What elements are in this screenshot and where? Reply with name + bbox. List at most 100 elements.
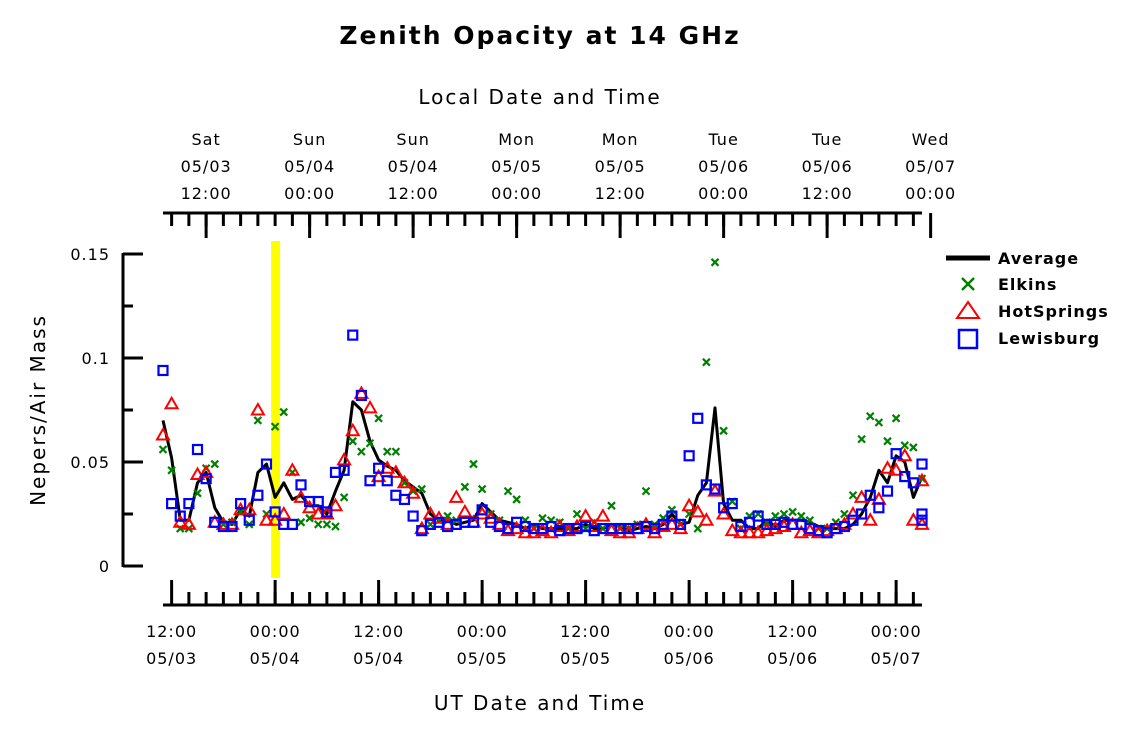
point-elkins [710, 258, 720, 267]
point-lewisburg [916, 514, 928, 526]
point-lewisburg [873, 502, 885, 514]
legend-hotsprings-swatch [955, 300, 981, 319]
point-lewisburg [269, 506, 281, 518]
point-lewisburg [743, 516, 756, 528]
bottom-tick-time: 00:00 [871, 622, 922, 641]
point-elkins [788, 507, 797, 517]
point-lewisburg [373, 462, 385, 474]
point-lewisburg [260, 458, 273, 470]
bottom-tick-time: 12:00 [146, 622, 197, 641]
point-hotsprings [750, 524, 766, 539]
point-elkins [891, 414, 901, 423]
event-marker [271, 241, 281, 578]
point-elkins [253, 416, 263, 425]
bottom-axis: 12:00 05/03 00:00 05/04 12:00 05/04 00:00 05/05… [146, 580, 922, 668]
point-elkins [572, 509, 582, 519]
legend-hotsprings-label: HotSprings [998, 302, 1109, 321]
point-hotsprings [215, 516, 232, 530]
point-hotsprings [155, 426, 171, 441]
point-hotsprings [879, 460, 896, 474]
point-elkins [296, 518, 306, 527]
point-elkins [538, 513, 547, 523]
point-lewisburg [200, 473, 212, 485]
point-elkins [408, 486, 418, 496]
point-lewisburg [321, 506, 333, 518]
series-layer [155, 258, 930, 539]
top-tick-time: 00:00 [284, 184, 335, 203]
point-lewisburg [657, 518, 669, 531]
bottom-tick-date: 05/04 [250, 649, 301, 668]
point-lewisburg [286, 518, 298, 531]
point-hotsprings [448, 489, 465, 503]
point-hotsprings [638, 516, 654, 530]
point-lewisburg [752, 510, 764, 522]
bottom-tick-date: 05/06 [767, 649, 818, 668]
point-lewisburg [398, 493, 411, 506]
point-lewisburg [476, 504, 488, 516]
point-elkins [503, 486, 513, 496]
bottom-tick-date: 05/03 [146, 649, 197, 668]
point-lewisburg [864, 489, 876, 501]
top-tick-date: 05/06 [802, 157, 853, 176]
point-lewisburg [838, 520, 850, 533]
point-hotsprings [388, 464, 404, 478]
point-hotsprings [163, 395, 180, 410]
point-hotsprings [500, 522, 516, 537]
point-elkins [270, 422, 280, 431]
point-lewisburg [899, 470, 911, 483]
top-tick-day: Sun [293, 130, 326, 149]
legend: Average Elkins HotSprings Lewisburg [946, 249, 1109, 350]
point-elkins [512, 495, 521, 504]
bottom-tick-date: 05/06 [664, 649, 715, 668]
point-hotsprings [491, 516, 508, 530]
legend-elkins-swatch [961, 277, 975, 291]
bottom-tick-time: 00:00 [664, 622, 715, 641]
point-elkins [865, 411, 875, 421]
y-tick-label: 0.15 [70, 245, 110, 264]
top-tick-date: 05/05 [491, 157, 542, 176]
bottom-axis-label: UT Date and Time [434, 691, 646, 715]
point-hotsprings [457, 503, 473, 518]
point-lewisburg [416, 525, 428, 537]
point-hotsprings [862, 512, 879, 526]
point-lewisburg [674, 518, 687, 531]
point-hotsprings [353, 385, 370, 399]
top-axis-label: Local Date and Time [418, 85, 661, 109]
point-lewisburg [338, 464, 350, 476]
point-elkins [331, 522, 340, 531]
point-hotsprings [681, 497, 697, 512]
point-hotsprings [853, 489, 870, 503]
point-hotsprings [250, 401, 266, 416]
point-elkins [348, 436, 358, 446]
point-lewisburg [916, 508, 928, 520]
point-elkins [210, 459, 220, 469]
point-hotsprings [534, 522, 551, 537]
point-hotsprings [698, 512, 715, 526]
point-lewisburg [157, 364, 169, 377]
top-tick-day: Tue [811, 130, 842, 149]
point-hotsprings [327, 497, 344, 512]
point-lewisburg [692, 412, 704, 424]
point-hotsprings [396, 474, 413, 489]
point-hotsprings [198, 464, 214, 478]
point-lewisburg [295, 479, 307, 491]
bottom-tick-date: 05/04 [353, 649, 404, 668]
point-elkins [796, 511, 806, 521]
legend-elkins-label: Elkins [998, 275, 1057, 294]
top-tick-day: Sun [396, 130, 429, 149]
point-elkins [693, 524, 703, 533]
legend-lewisburg-swatch [957, 328, 979, 350]
y-tick-label: 0.1 [82, 349, 110, 368]
point-hotsprings [595, 508, 611, 522]
point-elkins [702, 357, 711, 367]
left-axis: 0.15 0.1 0.05 0 [70, 245, 143, 576]
point-lewisburg [709, 483, 721, 495]
point-lewisburg [881, 485, 894, 497]
point-hotsprings [293, 489, 309, 503]
point-hotsprings [690, 503, 706, 518]
top-tick-time: 12:00 [388, 184, 439, 203]
bottom-tick-time: 00:00 [250, 622, 301, 641]
point-elkins [357, 447, 366, 456]
point-hotsprings [224, 516, 240, 530]
bottom-tick-time: 12:00 [767, 622, 818, 641]
